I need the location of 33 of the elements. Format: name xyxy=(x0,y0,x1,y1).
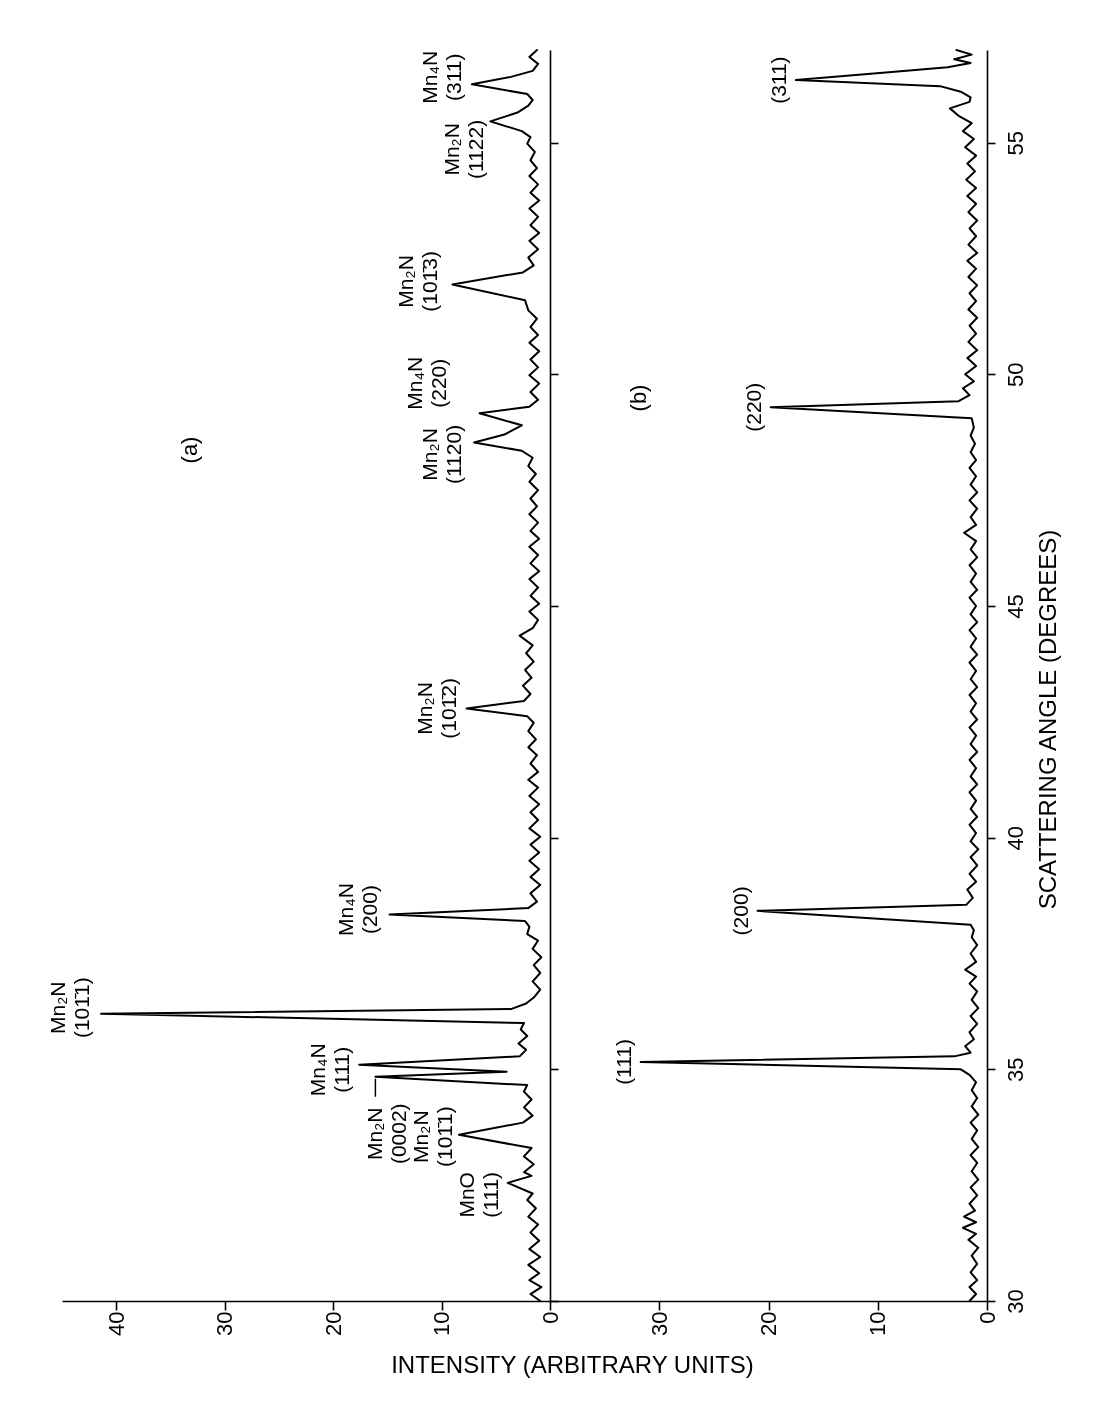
y-tick-label: 55 xyxy=(1002,130,1028,156)
x-tick-label: 30 xyxy=(212,1311,238,1336)
annotation: Mn₂N (1120) xyxy=(418,424,466,485)
annotation: (220) xyxy=(741,382,765,432)
annotation: Mn₄N (220) xyxy=(402,356,450,410)
y-tick-label: 45 xyxy=(1002,594,1028,619)
y-tick-label: 50 xyxy=(1002,362,1028,388)
y-axis-title: SCATTERING ANGLE (DEGREES) xyxy=(1033,529,1061,910)
x-tick-label: 40 xyxy=(103,1311,129,1336)
annotation: (311) xyxy=(766,56,790,104)
x-tick-label: 10 xyxy=(865,1311,891,1336)
y-tick-label: 35 xyxy=(1002,1057,1028,1083)
text: (b) xyxy=(626,384,651,412)
annotation: (200) xyxy=(728,886,752,936)
annotation: Mn₂N (101̄1) xyxy=(46,977,94,1039)
annotation: MnO (111) xyxy=(454,1171,502,1218)
annotation: Mn₄N (200) xyxy=(333,883,381,937)
annotation: (111) xyxy=(611,1038,635,1085)
annotation: Mn₄N (311) xyxy=(417,50,465,104)
annotation: Mn₂N (0002) xyxy=(363,1103,411,1165)
annotation: Mn₄N (111) xyxy=(306,1043,354,1097)
x-tick-label: 20 xyxy=(320,1311,346,1336)
annotation: Mn₂N (101̄2) xyxy=(413,678,461,739)
x-tick-label: 20 xyxy=(756,1311,781,1336)
x-axis-title: INTENSITY (ARBITRARY UNITS) xyxy=(391,1350,754,1378)
x-tick-label: 30 xyxy=(646,1311,672,1336)
y-tick-label: 40 xyxy=(1002,825,1028,851)
x-tick-label: 10 xyxy=(429,1311,455,1336)
text: (a) xyxy=(177,436,202,464)
x-tick-label: 0 xyxy=(974,1311,1000,1324)
annotation: Mn₂N (101̄3) xyxy=(394,251,442,312)
x-tick-label: 0 xyxy=(537,1311,563,1324)
annotation: Mn₂N (1122) xyxy=(440,119,488,179)
